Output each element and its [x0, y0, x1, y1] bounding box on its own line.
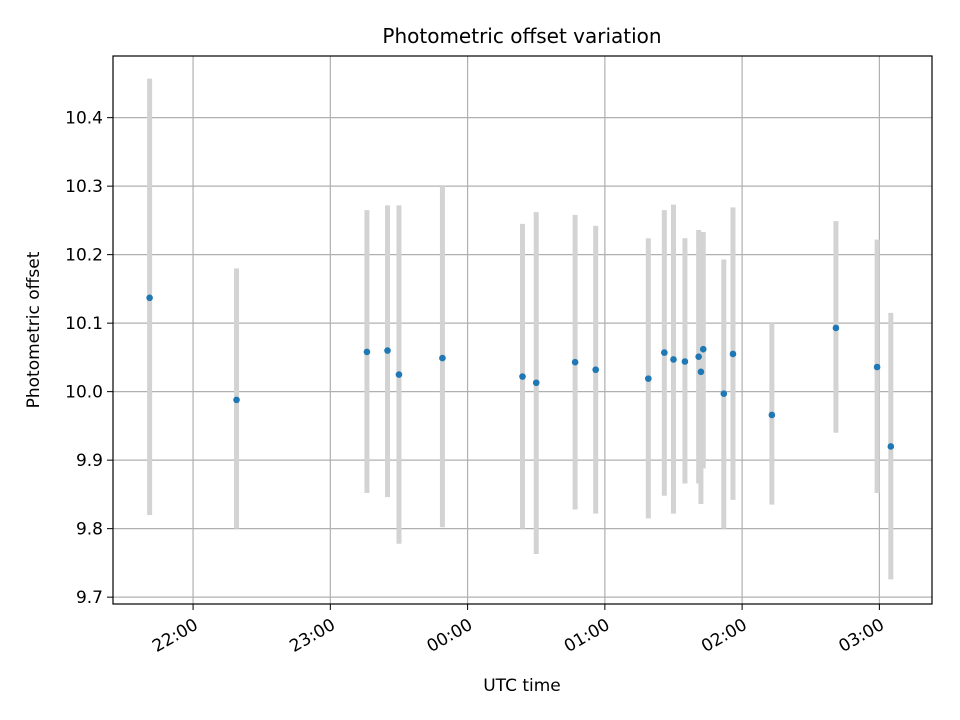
data-point	[233, 396, 240, 404]
y-tick-label: 9.7	[76, 588, 103, 608]
y-tick-label: 10.4	[65, 109, 103, 129]
x-tick-label: 03:00	[835, 615, 887, 657]
x-tick-label: 23:00	[286, 615, 338, 657]
error-bars	[147, 78, 894, 580]
data-point	[729, 350, 737, 358]
data-point	[720, 390, 728, 398]
data-point	[571, 358, 579, 366]
x-tick-label: 02:00	[698, 615, 750, 657]
y-tick-label: 10.3	[65, 177, 103, 197]
y-tick-label: 9.9	[76, 451, 103, 471]
data-point	[519, 373, 526, 380]
data-point	[592, 366, 600, 374]
x-tick-label: 01:00	[561, 615, 613, 657]
y-tick-label: 10.2	[65, 246, 103, 266]
data-point	[887, 443, 895, 450]
chart-title: Photometric offset variation	[382, 24, 661, 48]
data-point	[695, 353, 702, 361]
y-tick-label: 9.8	[76, 520, 103, 540]
y-axis-ticks: 9.7 9.8 9.9 10.0 10.1 10.2 10.3 10.4	[65, 109, 113, 608]
x-tick-label: 22:00	[149, 615, 201, 657]
y-axis-title: Photometric offset	[24, 251, 44, 408]
plot-area-frame	[112, 55, 933, 605]
data-points	[146, 294, 895, 450]
data-point	[384, 347, 391, 354]
x-axis-ticks: 22:00 23:00 00:00 01:00 02:00 03:00	[149, 604, 888, 657]
data-point	[146, 294, 153, 302]
data-point	[661, 349, 668, 356]
data-point	[645, 375, 652, 382]
data-point	[873, 363, 881, 371]
y-tick-label: 10.0	[65, 383, 103, 403]
data-point	[670, 356, 677, 363]
data-point	[681, 358, 689, 365]
data-point	[439, 354, 446, 362]
data-point	[395, 371, 403, 378]
data-point	[697, 368, 705, 376]
x-tick-label: 00:00	[424, 615, 476, 657]
y-tick-label: 10.1	[65, 314, 103, 334]
x-axis-title: UTC time	[483, 676, 561, 696]
data-point	[832, 324, 840, 332]
data-point	[363, 348, 371, 356]
data-point	[532, 379, 540, 387]
data-point	[699, 345, 707, 353]
data-point	[768, 411, 776, 419]
